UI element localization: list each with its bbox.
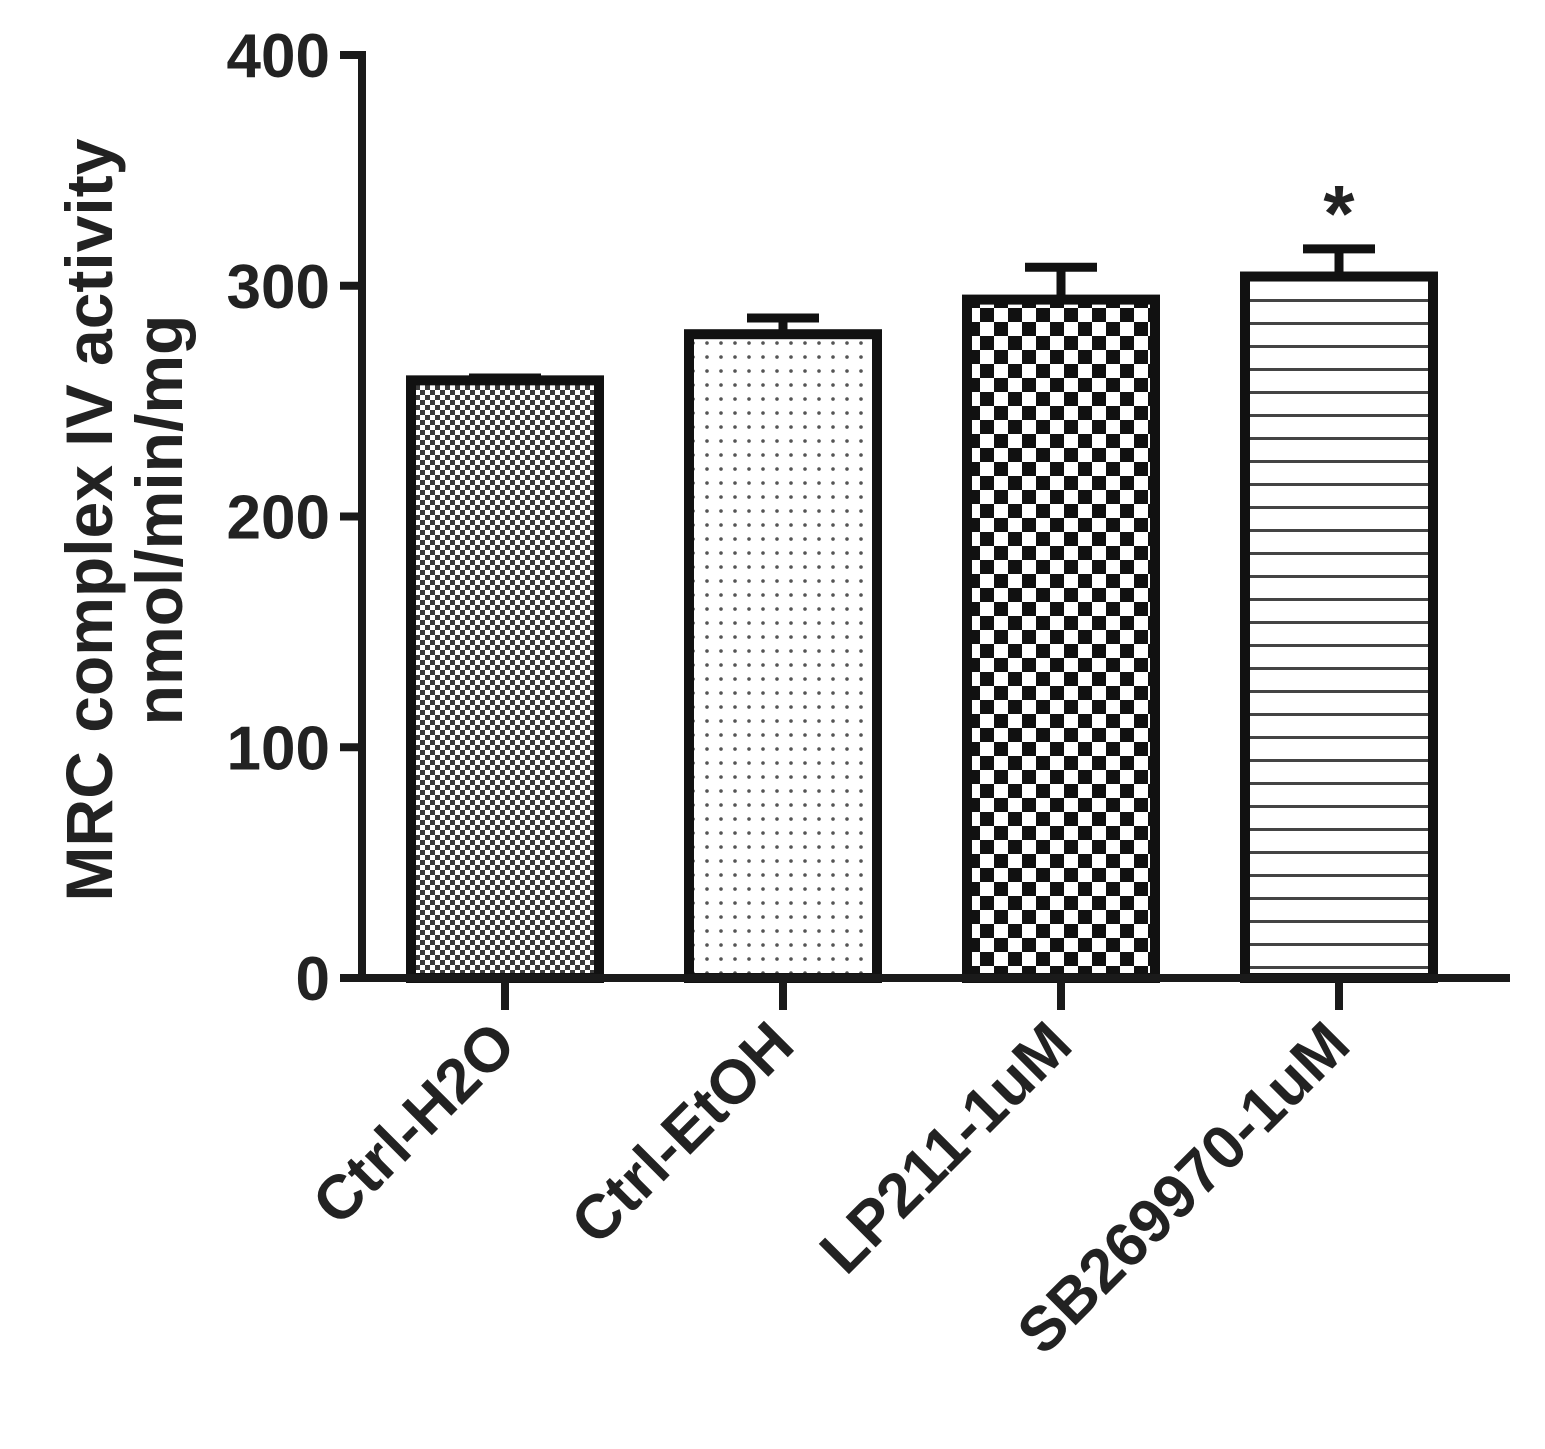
x-tick-label: Ctrl-H2O bbox=[300, 1009, 529, 1238]
x-tick-label: Ctrl-EtOH bbox=[558, 1009, 806, 1257]
bar-sb269970-1um bbox=[1240, 271, 1438, 983]
y-axis-label: MRC complex IV activity nmol/min/mg bbox=[52, 138, 196, 901]
y-tick-label: 400 bbox=[227, 22, 330, 91]
y-tick-label: 0 bbox=[296, 945, 330, 1014]
bars: * bbox=[406, 169, 1438, 984]
bar-ctrl-h2o bbox=[406, 375, 604, 984]
bar-ctrl-etoh bbox=[684, 329, 882, 983]
y-axis-label-line-2: nmol/min/mg bbox=[122, 315, 196, 726]
y-tick-label: 100 bbox=[227, 714, 330, 783]
x-tick-label: LP211-1uM bbox=[807, 1009, 1085, 1287]
y-tick-label: 300 bbox=[227, 253, 330, 322]
significance-marker: * bbox=[1323, 169, 1355, 258]
y-tick-label: 200 bbox=[227, 484, 330, 553]
y-axis: 0 100 200 300 400 bbox=[227, 22, 366, 1014]
y-axis-label-line-1: MRC complex IV activity bbox=[52, 138, 126, 901]
bar-lp211-1um bbox=[962, 294, 1160, 984]
